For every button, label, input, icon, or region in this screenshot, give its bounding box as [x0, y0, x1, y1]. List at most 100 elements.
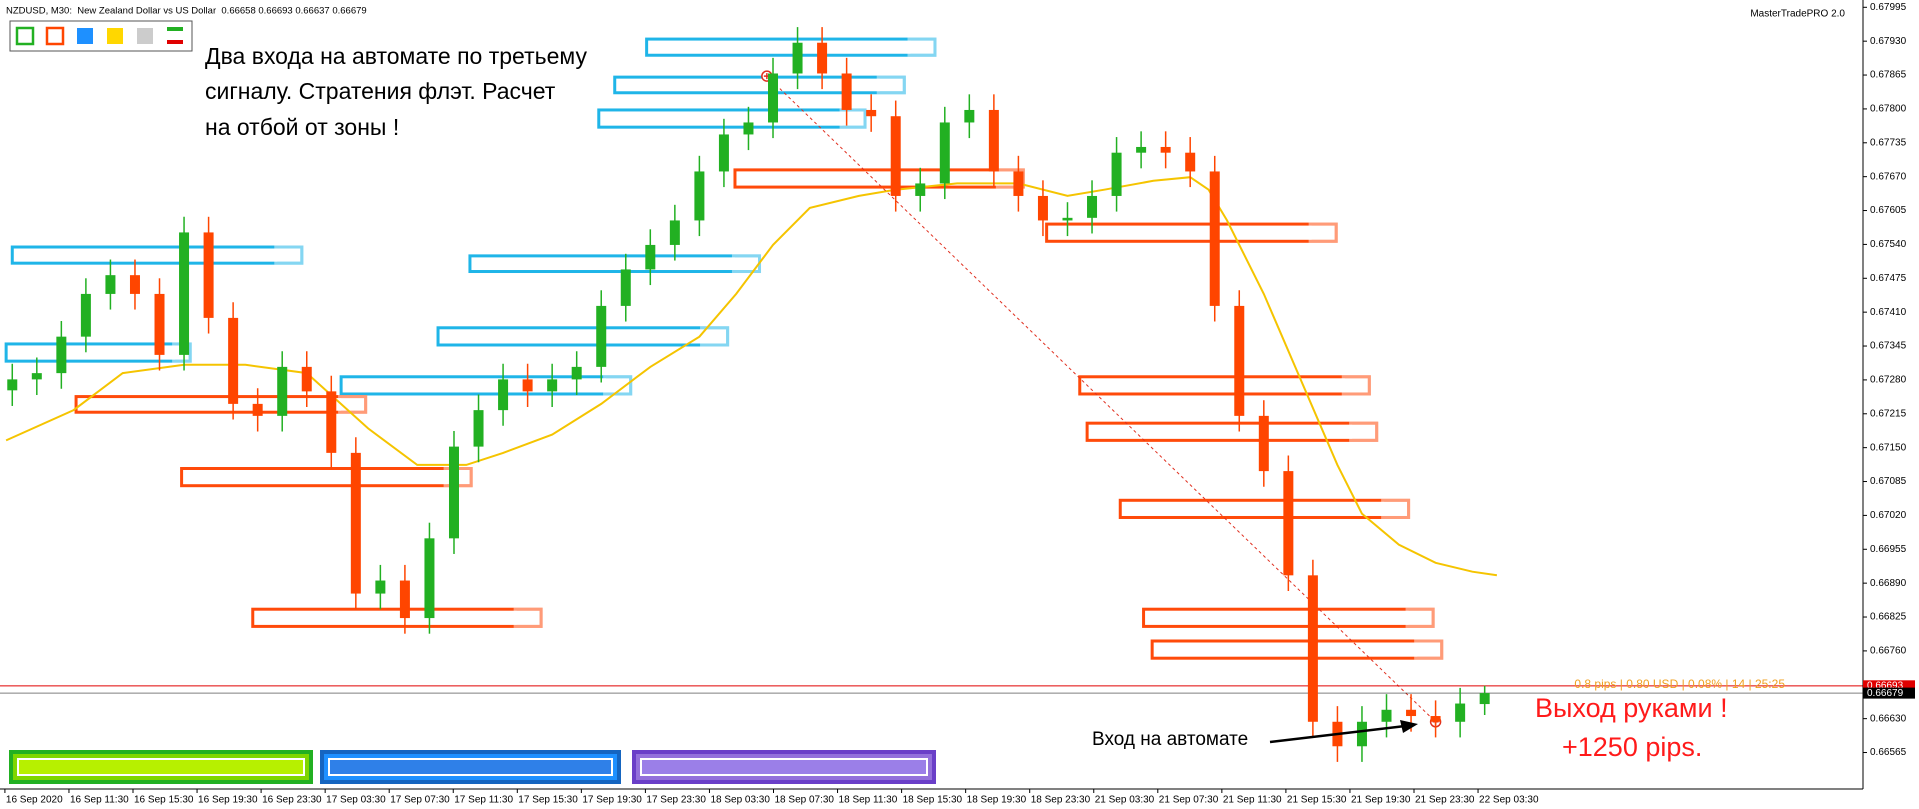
y-tick-label: 0.67085 [1870, 476, 1907, 487]
y-tick-label: 0.66890 [1870, 578, 1907, 589]
note-line: на отбой от зоны ! [205, 114, 399, 140]
price-axis: 0.665650.666300.666950.667600.668250.668… [0, 0, 1907, 790]
zone-end [839, 108, 867, 129]
candle-body [1062, 217, 1073, 221]
zone-end [1308, 222, 1338, 243]
x-tick-label: 18 Sep 03:30 [710, 795, 770, 806]
price-tag [1863, 680, 1915, 692]
zone-end [907, 37, 937, 57]
zone-end [1349, 421, 1379, 442]
zone-end [603, 375, 633, 396]
price-tag [1863, 687, 1915, 699]
candle-body [547, 379, 558, 392]
candle-body [571, 366, 582, 380]
candle-body [1111, 152, 1122, 196]
zone-end [1414, 639, 1444, 660]
note-line: сигналу. Стратения флэт. Расчет [205, 78, 556, 104]
candle-body [498, 379, 509, 411]
y-tick-label: 0.67605 [1870, 205, 1907, 216]
time-axis: 16 Sep 2020 16 Sep 11:30 16 Sep 15:30 16 Se… [4, 789, 1539, 806]
note: Два входа на автомате по третьему сигнал… [205, 43, 587, 140]
entry-label: Вход на автомате [1092, 729, 1248, 750]
zone-box [10, 245, 304, 265]
x-tick-label: 18 Sep 19:30 [967, 795, 1027, 806]
arrow-head [1400, 720, 1418, 733]
zone-box [597, 108, 867, 129]
candle-body [1307, 575, 1318, 722]
y-tick-label: 0.67475 [1870, 273, 1907, 284]
candle-body [1455, 703, 1466, 722]
candle-body [252, 403, 263, 416]
candle-body [915, 183, 926, 196]
icon[interactable] [167, 27, 183, 31]
candle-body [179, 232, 190, 355]
zone-box [1085, 421, 1379, 442]
zone [1085, 421, 1379, 442]
y-tick-label: 0.67410 [1870, 307, 1907, 318]
trend-line [766, 75, 1436, 723]
candle-body [596, 305, 607, 367]
zone-end [1405, 607, 1435, 628]
y-tick-label: 0.66565 [1870, 747, 1907, 758]
x-tick-label: 16 Sep 23:30 [262, 795, 322, 806]
candle-body [399, 580, 410, 619]
candle-body [1037, 195, 1048, 221]
zone [1118, 498, 1411, 519]
icon[interactable] [45, 26, 65, 46]
candle-body [890, 116, 901, 196]
candle-body [841, 73, 852, 110]
x-tick-label: 17 Sep 15:30 [518, 795, 578, 806]
candle-body [1283, 471, 1294, 576]
x-tick-label: 21 Sep 11:30 [1223, 795, 1282, 806]
candle-body [964, 109, 975, 123]
candle-body [1209, 171, 1220, 306]
x-tick-label: 21 Sep 19:30 [1351, 795, 1411, 806]
icon[interactable] [167, 40, 183, 44]
x-tick-label: 18 Sep 23:30 [1031, 795, 1091, 806]
x-tick-label: 17 Sep 03:30 [326, 795, 386, 806]
icon[interactable] [15, 26, 35, 46]
zone-box [74, 395, 368, 414]
zone-end [338, 395, 368, 414]
x-tick-label: 17 Sep 19:30 [582, 795, 642, 806]
y-tick-label: 0.66630 [1870, 713, 1907, 724]
candle-body [424, 538, 435, 619]
candle-body [1160, 146, 1171, 153]
exit-label: Выход руками ! [1535, 693, 1728, 723]
x-tick-label: 16 Sep 2020 [6, 795, 63, 806]
zone [10, 245, 304, 265]
zone-box [1078, 375, 1371, 396]
x-tick-label: 21 Sep 15:30 [1287, 795, 1347, 806]
candle-body [1234, 305, 1245, 416]
candle-body [1258, 415, 1269, 472]
candle-body [80, 293, 91, 337]
icon[interactable] [77, 28, 93, 44]
zone [339, 375, 633, 396]
zone [1150, 639, 1444, 660]
candle-body [1479, 693, 1490, 705]
y-tick-label: 0.67540 [1870, 239, 1907, 250]
candle-body [988, 109, 999, 172]
zone-box [4, 342, 192, 363]
y-tick-label: 0.67995 [1870, 2, 1907, 13]
zone-end [274, 245, 304, 265]
toolbar-frame [9, 20, 193, 52]
zone-box [1118, 498, 1411, 519]
candle-body [645, 244, 656, 270]
icon[interactable] [137, 28, 153, 44]
candle-body [866, 109, 877, 117]
icon[interactable] [107, 28, 123, 44]
note-line: Два входа на автомате по третьему [205, 43, 587, 69]
x-tick-label: 21 Sep 23:30 [1415, 795, 1475, 806]
candle-body [939, 122, 950, 184]
zone-box [436, 326, 730, 347]
x-tick-label: 21 Sep 03:30 [1095, 795, 1155, 806]
toolbar [9, 20, 193, 52]
y-tick-label: 0.67020 [1870, 510, 1907, 521]
zone [645, 37, 937, 57]
candle-body [301, 366, 312, 392]
zone-box [1150, 639, 1444, 660]
candle-body [620, 269, 631, 306]
trade-info: 0.8 pips | 0.80 USD | 0.08% | 14 | 25:25 [1574, 677, 1785, 691]
x-tick-label: 17 Sep 07:30 [390, 795, 450, 806]
